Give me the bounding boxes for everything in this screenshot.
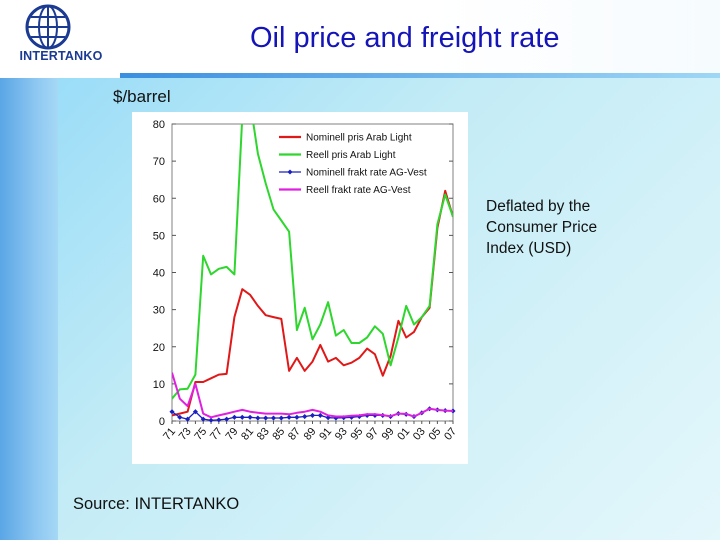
series-point [216, 417, 222, 423]
series-point [450, 408, 456, 414]
x-tick-label: 87 [286, 426, 303, 443]
globe-icon [25, 4, 71, 50]
x-tick-label: 83 [255, 426, 272, 443]
x-tick-label: 75 [192, 426, 209, 443]
legend-label: Nominell frakt rate AG-Vest [306, 168, 427, 179]
x-tick-label: 03 [411, 426, 428, 443]
legend-label: Reell frakt rate AG-Vest [306, 185, 411, 196]
y-tick-label: 0 [159, 416, 165, 428]
header-divider [120, 73, 720, 78]
series-point [239, 414, 245, 420]
series-line-4 [172, 372, 453, 419]
x-tick-label: 01 [395, 426, 412, 443]
series-line-1 [172, 189, 453, 417]
y-axis-unit-label: $/barrel [113, 87, 171, 106]
x-tick-label: 79 [224, 426, 241, 443]
chart-area: 0 10 20 30 40 50 60 70 80 71 73 75 77 79 81 83 85 87 89 91 9… [132, 112, 468, 464]
x-tick-label: 85 [270, 426, 287, 443]
y-tick-label: 20 [153, 342, 165, 354]
series-point [224, 416, 230, 422]
logo-text: INTERTANKO [19, 49, 103, 63]
x-tick-label: 05 [426, 426, 443, 443]
source-label: Source: INTERTANKO [73, 495, 240, 513]
series-point [208, 417, 214, 423]
y-tick-label: 40 [153, 268, 165, 280]
y-tick-label: 10 [153, 379, 165, 391]
y-tick-label: 60 [153, 193, 165, 205]
x-tick-label: 81 [239, 426, 256, 443]
x-tick-label: 73 [177, 426, 194, 443]
left-decorative-stripe [0, 78, 58, 540]
page-title: Oil price and freight rate [250, 22, 560, 54]
series-point [247, 414, 253, 420]
legend-label: Nominell pris Arab Light [306, 133, 412, 144]
series-point [278, 415, 284, 421]
x-tick-label: 07 [442, 426, 459, 443]
series-line-2 [172, 124, 453, 400]
x-tick-label: 97 [364, 426, 381, 443]
slide-header: INTERTANKO Oil price and freight rate [0, 0, 720, 78]
series-point [177, 414, 183, 420]
y-tick-label: 30 [153, 305, 165, 317]
series-point [302, 413, 308, 420]
plot-frame [171, 123, 454, 422]
series-point [294, 414, 300, 420]
y-tick-label: 50 [153, 230, 165, 242]
y-tick-label: 80 [153, 119, 165, 131]
x-tick-label: 99 [380, 426, 397, 443]
y-tick-label: 70 [153, 156, 165, 168]
series-point [200, 416, 206, 422]
x-tick-label: 91 [317, 426, 334, 443]
line-chart: 0102030405060708071737577798183858789919… [153, 119, 459, 443]
deflation-note: Deflated by the Consumer Price Index (US… [486, 198, 598, 257]
x-tick-label: 89 [302, 426, 319, 443]
intertanko-logo: INTERTANKO [0, 0, 120, 78]
x-tick-label: 93 [333, 426, 350, 443]
legend-label: Reell pris Arab Light [306, 150, 396, 161]
x-tick-label: 95 [348, 426, 365, 443]
x-tick-label: 77 [208, 426, 225, 443]
x-tick-label: 71 [161, 426, 178, 443]
